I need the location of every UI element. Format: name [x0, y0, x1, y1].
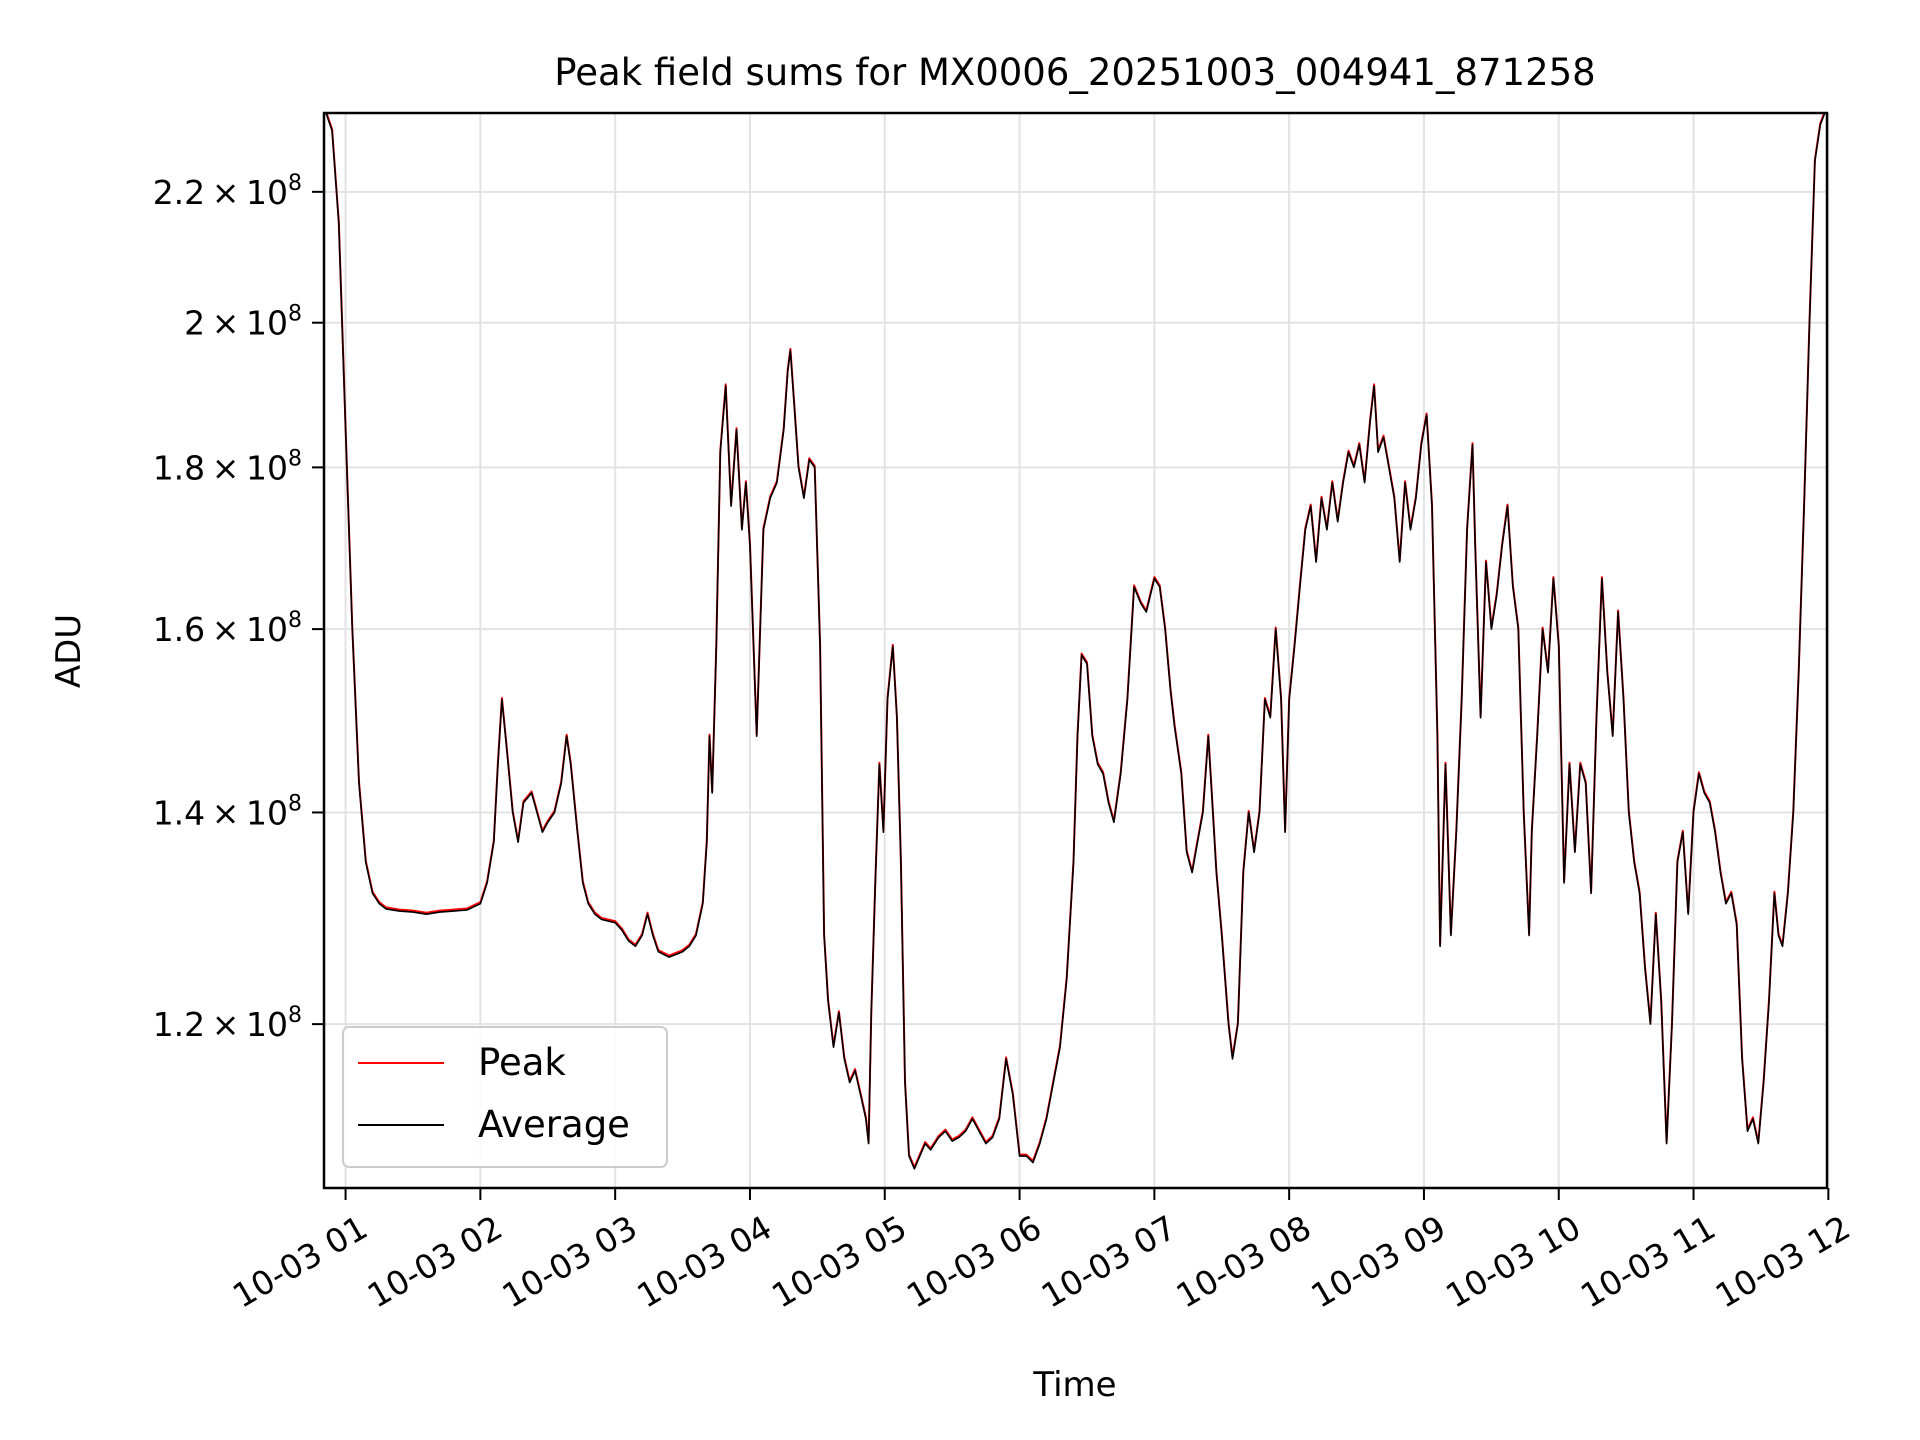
average-series-line — [325, 113, 1826, 1170]
y-tick-label-0: 1.2 × 108 — [153, 1003, 302, 1044]
y-tick-label-1: 1.4 × 108 — [153, 791, 302, 832]
legend-average-label: Average — [478, 1103, 630, 1146]
y-tick-label-3: 1.8 × 108 — [153, 446, 302, 487]
y-tick-label-2: 1.6 × 108 — [153, 608, 302, 649]
legend-peak-label: Peak — [478, 1041, 566, 1084]
y-tick-label-5: 2.2 × 108 — [153, 171, 302, 212]
legend: Peak Average — [342, 1026, 668, 1168]
gridlines — [324, 113, 1830, 1188]
y-tick-label-4: 2 × 108 — [184, 302, 302, 343]
plot-frame — [322, 111, 1829, 1190]
x-axis-label: Time — [1032, 1365, 1116, 1405]
y-axis-ticks: 1.2 × 108 1.4 × 108 1.6 × 108 1.8 × 108 2 × … — [153, 171, 324, 1044]
chart-title: Peak field sums for MX0006_20251003_0049… — [554, 51, 1595, 94]
plot-lines — [325, 113, 1826, 1170]
y-axis-label: ADU — [49, 614, 89, 688]
